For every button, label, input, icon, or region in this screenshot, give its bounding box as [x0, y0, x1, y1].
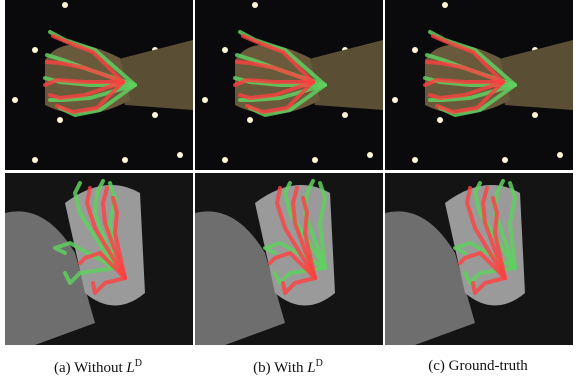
light	[437, 117, 443, 123]
caption-label: (b) With	[253, 360, 303, 376]
light	[222, 47, 228, 53]
photo-bottom	[385, 173, 573, 345]
light	[442, 2, 448, 8]
light	[392, 97, 398, 103]
caption: (a) Without LD	[3, 358, 193, 377]
light	[412, 47, 418, 53]
caption-symbol: L	[307, 360, 315, 376]
photo-top	[5, 0, 193, 170]
light	[502, 157, 508, 163]
light	[412, 157, 418, 163]
caption-superscript: D	[316, 358, 323, 369]
light	[57, 117, 63, 123]
light	[32, 157, 38, 163]
light	[32, 47, 38, 53]
light	[342, 112, 348, 118]
caption: (b) With LD	[193, 358, 383, 377]
light	[202, 97, 208, 103]
light	[222, 157, 228, 163]
light	[557, 152, 563, 158]
light	[247, 117, 253, 123]
light	[367, 152, 373, 158]
light	[177, 152, 183, 158]
caption: (c) Ground-truth	[383, 358, 573, 375]
caption-superscript: D	[135, 358, 142, 369]
photo-top	[195, 0, 383, 170]
light	[252, 2, 258, 8]
light	[152, 112, 158, 118]
photo-bottom	[5, 173, 193, 345]
light	[122, 157, 128, 163]
caption-label: (c) Ground-truth	[428, 358, 528, 374]
figure-images	[0, 0, 578, 350]
light	[62, 2, 68, 8]
light	[312, 157, 318, 163]
photo-bottom	[195, 173, 383, 345]
photo-top	[385, 0, 573, 170]
page: (a) Without LD (b) With LD (c) Ground-tr…	[0, 0, 578, 389]
light	[532, 112, 538, 118]
caption-label: (a) Without	[54, 360, 123, 376]
light	[12, 97, 18, 103]
caption-symbol: L	[126, 360, 134, 376]
